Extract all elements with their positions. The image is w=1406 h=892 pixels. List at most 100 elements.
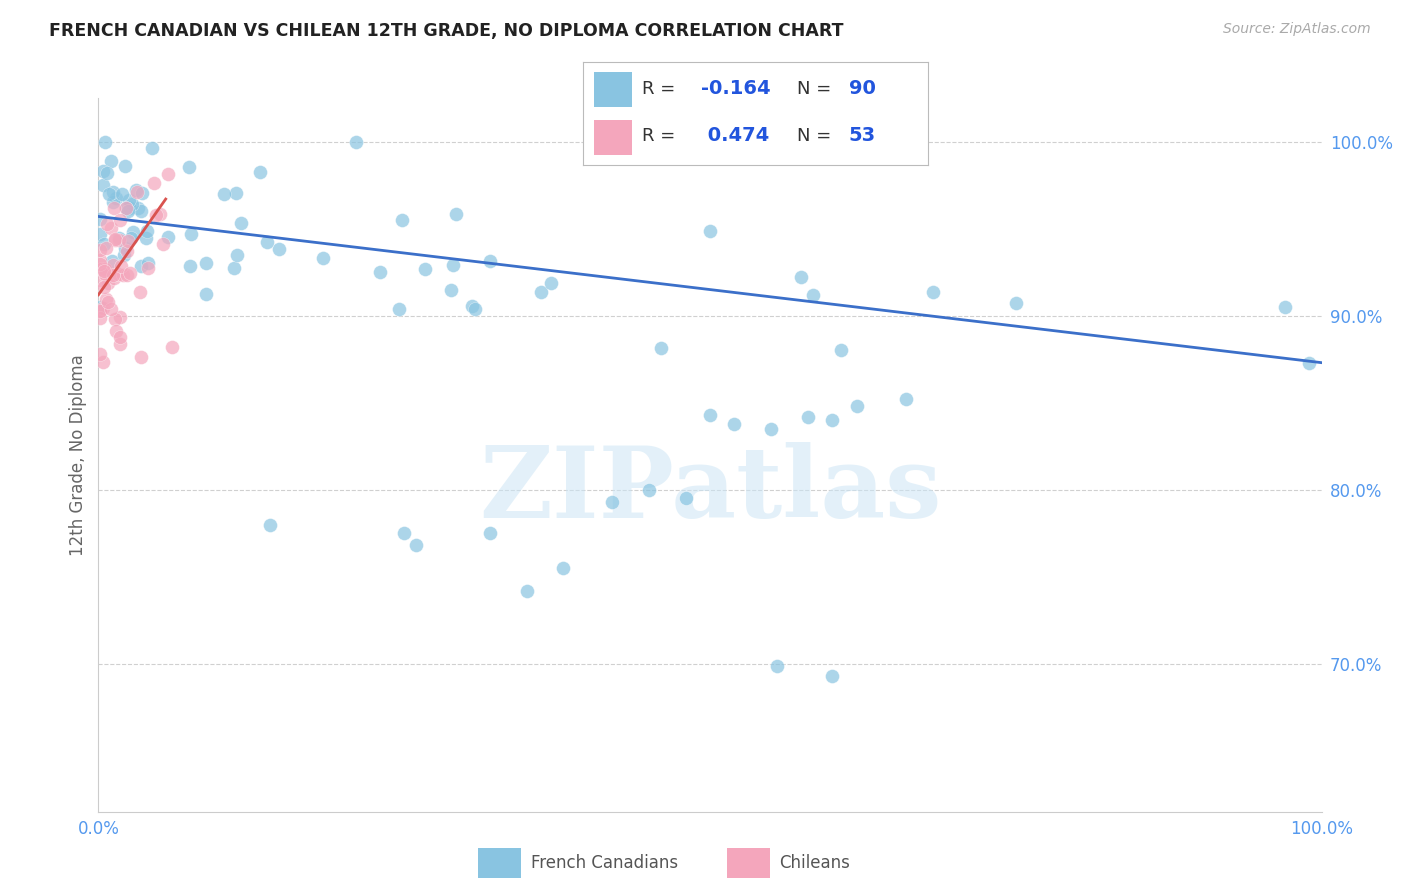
Point — [91, 178, 114, 192]
Point — [464, 302, 486, 317]
Text: 53: 53 — [849, 127, 876, 145]
Point — [96, 166, 118, 180]
Point — [391, 212, 413, 227]
Point — [145, 208, 167, 222]
Point — [699, 408, 721, 422]
Bar — [727, 848, 770, 878]
Point — [129, 351, 152, 365]
Point — [114, 201, 136, 215]
Point — [675, 491, 697, 506]
Point — [922, 285, 945, 300]
Point — [108, 231, 131, 245]
Point — [515, 583, 537, 598]
Point — [112, 248, 135, 262]
Point — [131, 186, 153, 201]
Point — [797, 409, 820, 424]
Point — [89, 311, 111, 326]
Point — [830, 343, 852, 357]
Point — [195, 286, 218, 301]
Point — [121, 197, 143, 211]
Point — [553, 561, 575, 575]
Point — [111, 268, 134, 282]
Point — [638, 483, 661, 497]
Point — [368, 265, 391, 279]
Point — [530, 285, 553, 299]
Point — [93, 261, 115, 276]
Point — [723, 417, 745, 431]
Point — [478, 526, 501, 541]
Text: N =: N = — [797, 127, 837, 145]
Point — [101, 186, 124, 200]
Point — [96, 218, 118, 232]
Point — [821, 669, 844, 683]
Text: Chileans: Chileans — [779, 854, 851, 872]
Point — [790, 270, 813, 285]
Point — [120, 231, 142, 245]
Point — [226, 248, 249, 262]
Point — [229, 216, 252, 230]
Point — [225, 186, 247, 201]
Point — [117, 203, 139, 218]
Point — [114, 159, 136, 173]
Point — [259, 517, 281, 532]
Point — [101, 258, 124, 272]
Point — [117, 244, 139, 259]
Point — [128, 285, 150, 299]
Point — [141, 141, 163, 155]
Point — [89, 273, 111, 287]
Point — [1298, 356, 1320, 370]
Point — [1274, 300, 1296, 314]
Point — [699, 225, 721, 239]
Point — [115, 202, 138, 216]
Text: -0.164: -0.164 — [700, 79, 770, 98]
Bar — [478, 848, 522, 878]
Point — [91, 301, 114, 315]
Point — [100, 302, 122, 317]
Point — [89, 300, 111, 314]
Y-axis label: 12th Grade, No Diploma: 12th Grade, No Diploma — [69, 354, 87, 556]
Point — [344, 135, 367, 149]
Point — [114, 241, 136, 255]
Point — [117, 234, 139, 248]
Point — [157, 167, 180, 181]
Text: FRENCH CANADIAN VS CHILEAN 12TH GRADE, NO DIPLOMA CORRELATION CHART: FRENCH CANADIAN VS CHILEAN 12TH GRADE, N… — [49, 22, 844, 40]
Point — [90, 262, 112, 277]
Point — [1004, 296, 1026, 310]
Point — [179, 260, 201, 274]
Point — [104, 232, 127, 246]
Point — [650, 341, 672, 355]
Point — [89, 243, 111, 257]
Point — [222, 260, 245, 275]
Bar — [593, 71, 631, 106]
Point — [98, 187, 121, 202]
Point — [104, 191, 127, 205]
Point — [127, 201, 149, 215]
Point — [388, 301, 411, 316]
Point — [93, 264, 115, 278]
Point — [135, 231, 157, 245]
Point — [108, 213, 131, 227]
Point — [180, 227, 202, 241]
Bar — [593, 120, 631, 155]
Point — [821, 413, 844, 427]
Point — [93, 236, 115, 251]
Point — [540, 277, 562, 291]
Point — [269, 242, 291, 256]
Point — [101, 268, 124, 283]
Point — [413, 261, 436, 276]
Point — [125, 183, 148, 197]
Point — [103, 271, 125, 285]
Point — [103, 201, 125, 215]
Point — [444, 207, 467, 221]
Point — [94, 267, 117, 281]
Text: R =: R = — [643, 79, 681, 97]
Point — [89, 257, 111, 271]
Point — [256, 235, 278, 249]
Point — [392, 526, 416, 541]
Point — [439, 283, 461, 297]
Point — [96, 276, 118, 290]
Point — [122, 225, 145, 239]
Text: R =: R = — [643, 127, 681, 145]
Point — [894, 392, 917, 407]
Point — [249, 164, 271, 178]
